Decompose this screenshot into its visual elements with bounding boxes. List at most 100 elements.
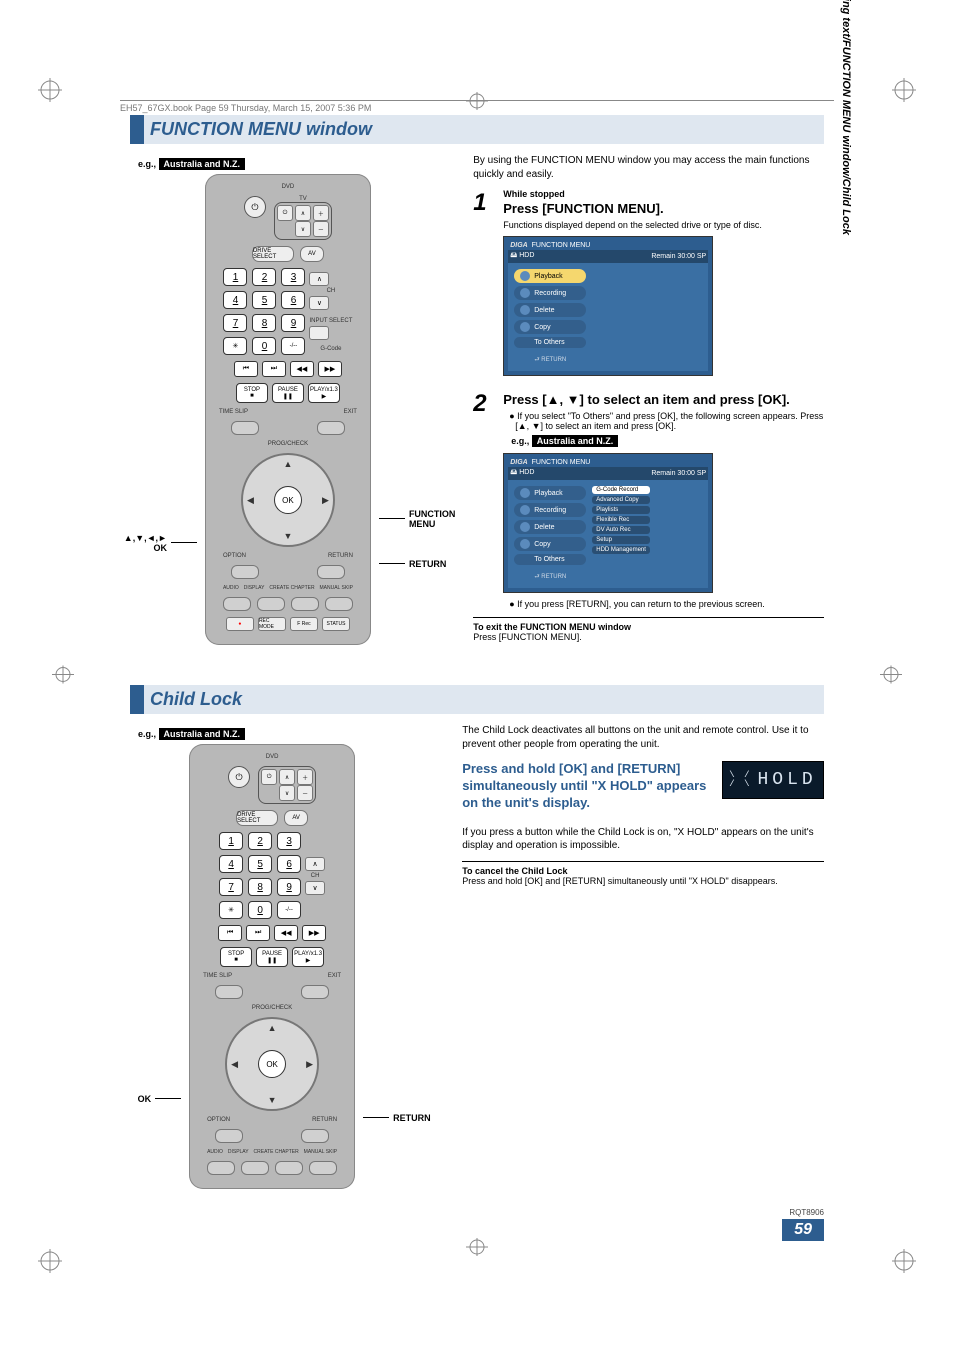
crop-mark-tr: [892, 78, 916, 102]
av-button: AV: [300, 246, 324, 262]
power-button-icon: ⏻: [244, 196, 266, 218]
menu2-right-1: Advanced Copy: [592, 496, 650, 504]
r2-ms-label: MANUAL SKIP: [304, 1149, 337, 1155]
intro-text-1: By using the FUNCTION MENU window you ma…: [473, 154, 824, 181]
exit-button: [317, 421, 345, 435]
r2-nav-right: ▶: [306, 1059, 313, 1070]
tv-vol-up: ＋: [313, 205, 329, 221]
r2-skip-fwd: ⏭: [246, 925, 270, 941]
r2-nav-up: ▲: [268, 1023, 277, 1033]
stop-button: STOP■: [236, 383, 268, 403]
gcode-label: G-Code: [309, 346, 352, 352]
drive-select-button: DRIVE SELECT: [252, 246, 294, 262]
rec-button: ●: [226, 617, 254, 631]
eg-region-2: Australia and N.Z.: [532, 435, 619, 447]
remote2-tv-power: ⏻: [261, 769, 277, 785]
num-0: 0: [252, 337, 276, 355]
num-4: 4: [223, 291, 247, 309]
crop-mark-bl: [38, 1249, 62, 1273]
exit-title: To exit the FUNCTION MENU window: [473, 622, 824, 632]
r2-progcheck: PROG/CHECK: [252, 1005, 292, 1011]
label-function-menu: FUNCTION MENU: [409, 509, 456, 529]
num-5: 5: [252, 291, 276, 309]
menu2-right-4: DV Auto Rec: [592, 526, 650, 534]
r2-exit-label: EXIT: [328, 973, 341, 979]
eg-region-1: Australia and N.Z.: [159, 158, 246, 170]
tv-ch-down: ∨: [295, 221, 311, 237]
r2-num-6: 6: [277, 855, 301, 873]
num-8: 8: [252, 314, 276, 332]
r2-nav-left: ◀: [231, 1059, 238, 1070]
audio-button: [223, 597, 251, 611]
menu2-drive: 🖴 HDD: [510, 468, 534, 479]
childlock-headline: Press and hold [OK] and [RETURN] simulta…: [462, 761, 714, 812]
f-rec-button: F Rec: [290, 617, 318, 631]
r2-skip-back: ⏮: [218, 925, 242, 941]
menu2-left-recording: Recording: [514, 503, 586, 517]
delete-button: ✳: [223, 337, 247, 355]
ch-label: CH: [309, 288, 352, 294]
create-chapter-label: CREATE CHAPTER: [269, 585, 314, 591]
eg-prefix-3: e.g.,: [138, 729, 156, 739]
r2-play: PLAY/x1.3▶: [292, 947, 324, 967]
return-button: [317, 565, 345, 579]
menu1-brand: DIGA: [510, 242, 528, 249]
menu2-left-copy: Copy: [514, 537, 586, 551]
audio-label: AUDIO: [223, 585, 239, 591]
r2-cc-btn: [275, 1161, 303, 1175]
cancel-title: To cancel the Child Lock: [462, 866, 824, 876]
num-9: 9: [281, 314, 305, 332]
remote2-power-icon: ⏻: [228, 766, 250, 788]
input-select-button: [309, 326, 329, 340]
exit-body: Press [FUNCTION MENU].: [473, 632, 824, 642]
label-arrows-ok: ▲,▼,◄,► OK: [124, 533, 167, 553]
exit-label: EXIT: [344, 409, 357, 415]
manual-skip-button: [325, 597, 353, 611]
rew-icon: ◀◀: [290, 361, 314, 377]
r2-display-btn: [241, 1161, 269, 1175]
return-label: RETURN: [328, 553, 353, 559]
step-1-sub: Functions displayed depend on the select…: [503, 220, 824, 230]
crop-mark-tl: [38, 78, 62, 102]
section-title-function-menu: FUNCTION MENU window: [130, 115, 824, 144]
header-meta: EH57_67GX.book Page 59 Thursday, March 1…: [120, 100, 834, 113]
ff-icon: ▶▶: [318, 361, 342, 377]
gcode-button: -/--: [281, 337, 305, 355]
num-7: 7: [223, 314, 247, 332]
nav-left-icon: ◀: [247, 495, 254, 506]
menu2-remain: Remain 30:00 SP: [651, 470, 706, 477]
step-2-number: 2: [473, 390, 493, 609]
ok-button: OK: [274, 486, 302, 514]
remote2-vol-up: ＋: [297, 769, 313, 785]
ch-up: ∧: [309, 272, 329, 286]
step-2-bullet: ● If you select "To Others" and press [O…: [509, 411, 824, 431]
r2-rew: ◀◀: [274, 925, 298, 941]
menu-screenshot-1: DIGA FUNCTION MENU 🖴 HDD Remain 30:00 SP…: [503, 236, 713, 376]
play-button: PLAY/x1.3▶: [308, 383, 340, 403]
r2-pause: PAUSE❚❚: [256, 947, 288, 967]
r2-num-8: 8: [248, 878, 272, 896]
nav-down-icon: ▼: [283, 531, 292, 541]
ch-down: ∨: [309, 296, 329, 310]
after-bullet: ● If you press [RETURN], you can return …: [509, 599, 824, 609]
align-mark-bottom: [466, 1238, 488, 1259]
remote-dvd-label: DVD: [282, 184, 295, 190]
r2-ms-btn: [309, 1161, 337, 1175]
step-2-headline: Press [▲, ▼] to select an item and press…: [503, 392, 824, 407]
r2-return-label: RETURN: [312, 1117, 337, 1123]
step-1-number: 1: [473, 189, 493, 382]
r2-ok: OK: [258, 1050, 286, 1078]
r2-option-label: OPTION: [207, 1117, 230, 1123]
r2-ff: ▶▶: [302, 925, 326, 941]
remote-control: DVD ⏻ TV ⏻ ∧ ∨: [205, 174, 371, 645]
r2-num-7: 7: [219, 878, 243, 896]
r2-audio-btn: [207, 1161, 235, 1175]
label-ok-2: OK: [138, 1094, 152, 1104]
r2-timeslip-btn: [215, 985, 243, 999]
menu2-right-3: Flexible Rec: [592, 516, 650, 524]
menu2-title: FUNCTION MENU: [532, 459, 591, 466]
menu2-left-toothers: To Others: [514, 554, 586, 565]
r2-num-5: 5: [248, 855, 272, 873]
remote2-dvd: DVD: [266, 754, 279, 760]
menu1-item-copy: Copy: [514, 320, 586, 334]
